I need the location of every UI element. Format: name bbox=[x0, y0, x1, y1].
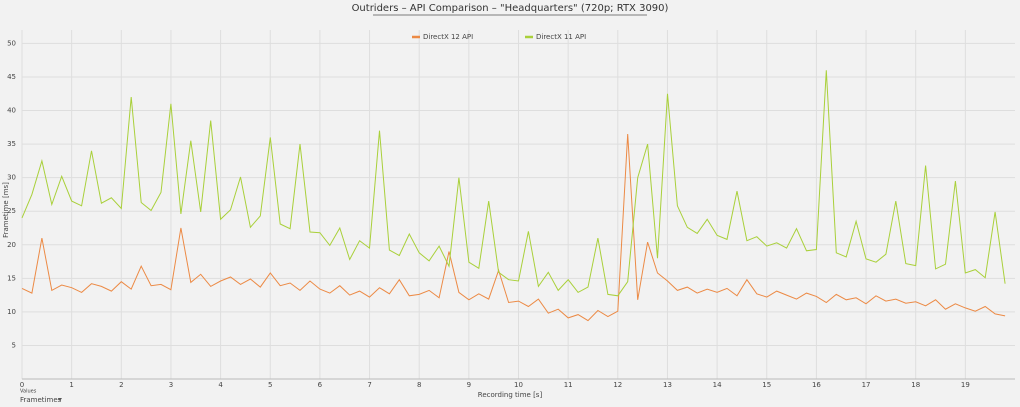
frametimes-dropdown[interactable]: Frametimes bbox=[20, 396, 62, 404]
y-tick-label: 45 bbox=[7, 73, 16, 81]
y-axis-label: Frametime [ms] bbox=[2, 182, 10, 238]
x-tick-label: 11 bbox=[564, 381, 573, 389]
x-tick-label: 8 bbox=[417, 381, 421, 389]
dropdown-label[interactable]: Frametimes bbox=[20, 396, 62, 404]
chart-title: Outriders – API Comparison – "Headquarte… bbox=[352, 3, 669, 14]
legend-label: DirectX 12 API bbox=[423, 33, 473, 41]
x-tick-label: 14 bbox=[713, 381, 722, 389]
x-tick-label: 12 bbox=[613, 381, 622, 389]
y-tick-label: 20 bbox=[7, 241, 16, 249]
x-tick-label: 7 bbox=[367, 381, 371, 389]
x-tick-label: 18 bbox=[911, 381, 920, 389]
x-axis-label: Recording time [s] bbox=[478, 391, 543, 399]
x-tick-label: 6 bbox=[318, 381, 323, 389]
x-tick-label: 1 bbox=[69, 381, 73, 389]
controls-caption: Values bbox=[20, 389, 37, 395]
dropdown-arrow[interactable] bbox=[58, 398, 62, 401]
series-line bbox=[21, 70, 1006, 297]
y-tick-label: 40 bbox=[7, 107, 16, 115]
x-tick-label: 2 bbox=[119, 381, 123, 389]
x-tick-label: 3 bbox=[169, 381, 173, 389]
x-tick-label: 19 bbox=[961, 381, 970, 389]
legend-label: DirectX 11 API bbox=[536, 33, 586, 41]
x-tick-label: 15 bbox=[762, 381, 771, 389]
x-tick-label: 16 bbox=[812, 381, 821, 389]
series-line bbox=[21, 133, 1006, 322]
x-tick-label: 4 bbox=[218, 381, 223, 389]
x-tick-label: 10 bbox=[514, 381, 523, 389]
y-tick-label: 10 bbox=[7, 308, 16, 316]
y-tick-label: 15 bbox=[7, 274, 16, 282]
x-tick-label: 0 bbox=[20, 381, 24, 389]
y-tick-label: 5 bbox=[12, 341, 16, 349]
x-tick-label: 13 bbox=[663, 381, 672, 389]
x-tick-label: 5 bbox=[268, 381, 272, 389]
x-tick-label: 9 bbox=[467, 381, 471, 389]
x-tick-label: 17 bbox=[862, 381, 871, 389]
y-tick-label: 50 bbox=[7, 39, 16, 47]
y-tick-label: 25 bbox=[7, 207, 16, 215]
y-tick-label: 30 bbox=[7, 174, 16, 182]
grid bbox=[21, 30, 1015, 379]
y-tick-label: 35 bbox=[7, 140, 16, 148]
